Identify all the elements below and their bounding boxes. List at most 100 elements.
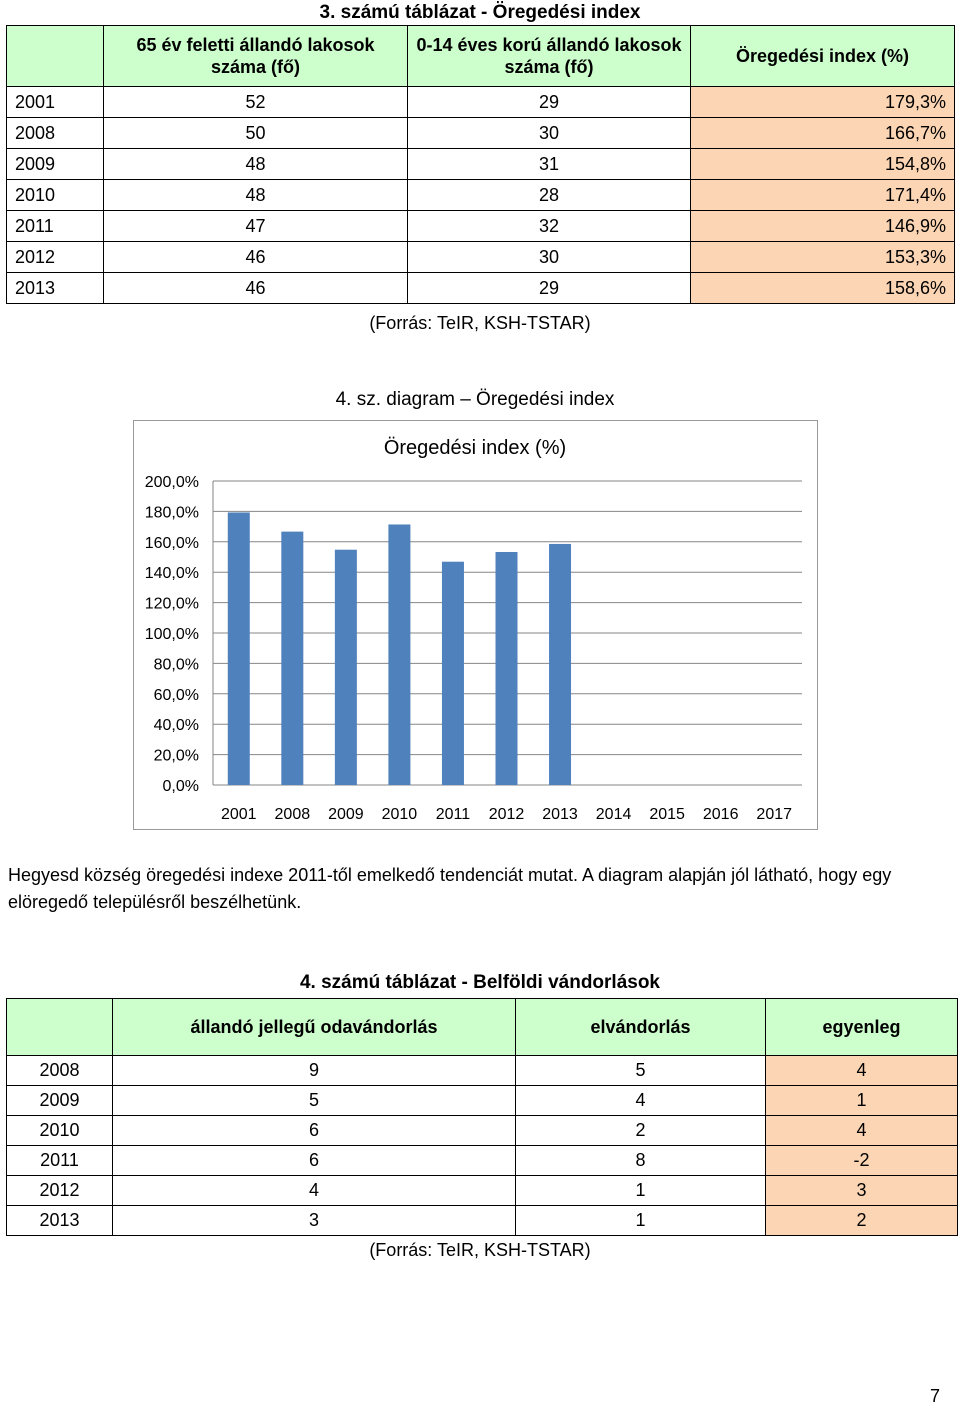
- table-row: 2011 6 8 -2: [6, 1145, 958, 1176]
- x-tick-label: 2008: [275, 806, 311, 823]
- y-tick-label: 20,0%: [154, 748, 199, 765]
- table2-caption: 4. számú táblázat - Belföldi vándorlások: [299, 972, 661, 993]
- bar-2013: [549, 543, 572, 785]
- bar-2009: [334, 549, 357, 785]
- row-year-cell: 2011: [6, 1145, 113, 1176]
- bar-2008: [281, 531, 304, 785]
- row-value-cell: 2: [515, 1115, 766, 1146]
- table2-header-inflow: állandó jellegű odavándorlás: [112, 998, 516, 1056]
- row-year-cell: 2013: [6, 1205, 113, 1236]
- row-value-cell: 48: [103, 179, 408, 211]
- table-row: 2009 5 4 1: [6, 1085, 958, 1116]
- table-row: 2010 6 2 4: [6, 1115, 958, 1146]
- table1-source: (Forrás: TeIR, KSH-TSTAR): [369, 313, 591, 333]
- x-tick-label: 2009: [328, 806, 364, 823]
- row-year-cell: 2013: [6, 272, 104, 304]
- row-value-cell: 9: [112, 1055, 516, 1086]
- y-tick-label: 120,0%: [145, 596, 199, 613]
- row-value-cell: 153,3%: [690, 241, 955, 273]
- chart-y-tick-labels: 0,0% 20,0% 40,0% 60,0% 80,0% 100,0% 120,0% 140,…: [145, 474, 199, 795]
- aging-index-table: 65 év feletti állandó lakosok száma (fő)…: [6, 25, 955, 304]
- row-value-cell: 4: [765, 1115, 958, 1146]
- row-year-cell: 2010: [6, 1115, 113, 1146]
- table-row: 2012 46 30 153,3%: [6, 241, 955, 273]
- table-row: 2008 9 5 4: [6, 1055, 958, 1086]
- row-value-cell: 5: [112, 1085, 516, 1116]
- chart-title: Öregedési index (%): [384, 437, 566, 459]
- row-year-cell: 2009: [6, 148, 104, 180]
- bar-2012: [495, 551, 518, 785]
- table1-body: 2001 52 29 179,3% 2008 50 30 166,7% 2009 48 31 154,…: [6, 86, 955, 304]
- row-value-cell: 8: [515, 1145, 766, 1176]
- row-value-cell: 4: [515, 1085, 766, 1116]
- row-year-cell: 2008: [6, 117, 104, 149]
- bar-2010: [388, 524, 411, 785]
- y-tick-label: 60,0%: [154, 687, 199, 704]
- row-value-cell: 4: [765, 1055, 958, 1086]
- page-number: 7: [930, 1386, 941, 1406]
- y-tick-label: 140,0%: [145, 565, 199, 582]
- x-tick-label: 2001: [221, 806, 257, 823]
- y-tick-label: 100,0%: [145, 626, 199, 643]
- row-value-cell: 29: [407, 272, 691, 304]
- table2-header-outflow: elvándorlás: [515, 998, 766, 1056]
- table2-body: 2008 9 5 4 2009 5 4 1 2010 6 2 4 2011 6 8 -2 2012 4 1 3 2013…: [6, 1055, 958, 1236]
- table-row: 2013 46 29 158,6%: [6, 272, 955, 304]
- x-tick-label: 2014: [596, 806, 632, 823]
- table1-header-index: Öregedési index (%): [690, 25, 955, 87]
- table1-header-children: 0-14 éves korú állandó lakosok száma (fő…: [407, 25, 691, 87]
- row-year-cell: 2012: [6, 1175, 113, 1206]
- table-row: 2009 48 31 154,8%: [6, 148, 955, 180]
- diagram-caption: 4. sz. diagram – Öregedési index: [0, 389, 960, 411]
- table-row: 2013 3 1 2: [6, 1205, 958, 1236]
- row-value-cell: 3: [112, 1205, 516, 1236]
- row-value-cell: 4: [112, 1175, 516, 1206]
- diagram-caption-text: 4. sz. diagram – Öregedési index: [335, 389, 615, 410]
- table-row: 2001 52 29 179,3%: [6, 86, 955, 118]
- migration-table: állandó jellegű odavándorlás elvándorlás…: [6, 998, 958, 1236]
- x-tick-label: 2011: [436, 806, 471, 823]
- table2-corner-cell: [6, 998, 113, 1056]
- bar-2001: [227, 512, 250, 785]
- row-value-cell: 2: [765, 1205, 958, 1236]
- chart-x-tick-labels: 2001 2008 2009 2010 2011 2012 2013 2014 2015 2016…: [221, 806, 792, 823]
- bar-2011: [441, 561, 464, 785]
- row-value-cell: 3: [765, 1175, 958, 1206]
- x-tick-label: 2013: [542, 806, 578, 823]
- x-tick-label: 2017: [756, 806, 792, 823]
- x-tick-label: 2012: [489, 806, 525, 823]
- row-value-cell: 46: [103, 241, 408, 273]
- row-value-cell: 1: [515, 1175, 766, 1206]
- row-year-cell: 2009: [6, 1085, 113, 1116]
- row-value-cell: 1: [515, 1205, 766, 1236]
- y-tick-label: 0,0%: [163, 778, 199, 795]
- row-value-cell: 166,7%: [690, 117, 955, 149]
- row-value-cell: 30: [407, 241, 691, 273]
- row-value-cell: 179,3%: [690, 86, 955, 118]
- y-tick-label: 200,0%: [145, 474, 199, 491]
- row-value-cell: -2: [765, 1145, 958, 1176]
- row-year-cell: 2012: [6, 241, 104, 273]
- table-row: 2012 4 1 3: [6, 1175, 958, 1206]
- row-year-cell: 2008: [6, 1055, 113, 1086]
- y-tick-label: 180,0%: [145, 504, 199, 521]
- row-value-cell: 46: [103, 272, 408, 304]
- row-value-cell: 5: [515, 1055, 766, 1086]
- table1-caption: 3. számú táblázat - Öregedési index: [319, 2, 641, 23]
- y-tick-label: 40,0%: [154, 717, 199, 734]
- row-value-cell: 6: [112, 1115, 516, 1146]
- row-value-cell: 1: [765, 1085, 958, 1116]
- table2-source: (Forrás: TeIR, KSH-TSTAR): [369, 1240, 591, 1260]
- x-tick-label: 2016: [703, 806, 739, 823]
- table-row: 2008 50 30 166,7%: [6, 117, 955, 149]
- x-tick-label: 2015: [649, 806, 685, 823]
- row-value-cell: 158,6%: [690, 272, 955, 304]
- y-tick-label: 160,0%: [145, 535, 199, 552]
- aging-index-chart: Öregedési index (%) 0,0% 20,0% 40,0% 60,0% 8…: [145, 437, 802, 823]
- table2-header-balance: egyenleg: [765, 998, 958, 1056]
- row-value-cell: 32: [407, 210, 691, 242]
- y-tick-label: 80,0%: [154, 656, 199, 673]
- x-tick-label: 2010: [382, 806, 418, 823]
- row-value-cell: 6: [112, 1145, 516, 1176]
- chart-bars: [227, 512, 572, 785]
